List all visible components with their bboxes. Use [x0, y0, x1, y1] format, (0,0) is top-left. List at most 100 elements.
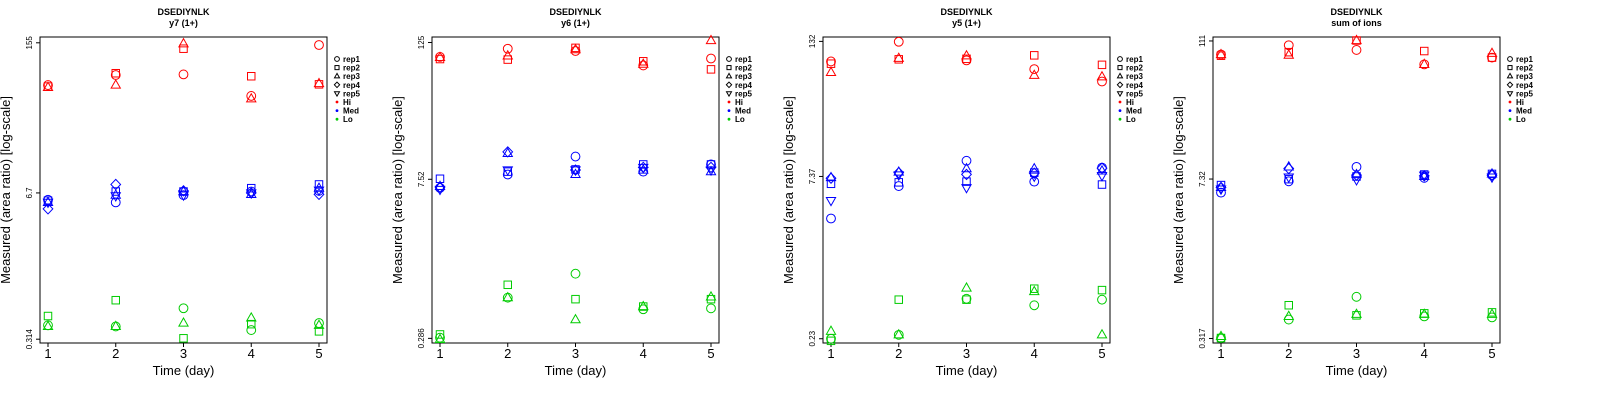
data-point-med-rep3 — [570, 168, 581, 179]
data-point-lo-rep2 — [43, 311, 53, 321]
data-point-hi-rep3 — [1215, 48, 1227, 59]
x-tick-label: 2 — [1285, 346, 1292, 361]
legend-marker-rep5 — [1506, 91, 1514, 98]
legend-label-lo: Lo — [1516, 115, 1526, 124]
data-point-hi-rep1 — [502, 43, 513, 54]
legend-dot-med — [727, 109, 731, 112]
legend-dot-med — [1508, 109, 1512, 112]
y-axis-label: Measured (area ratio) [log-scale] — [781, 96, 796, 284]
legend-dot-hi — [1118, 100, 1122, 104]
data-point-hi-rep2 — [247, 71, 256, 81]
data-point-med-rep4 — [1028, 167, 1040, 179]
legend-label-rep4: rep4 — [735, 81, 752, 90]
data-point-med-rep3 — [110, 189, 122, 199]
legend-label-rep1: rep1 — [735, 55, 752, 64]
plot-frame — [39, 36, 328, 344]
data-point-hi-rep3 — [1028, 69, 1040, 79]
x-axis-label: Time (day) — [1326, 363, 1388, 378]
legend-label-rep3: rep3 — [343, 72, 360, 81]
data-point-hi-rep2 — [111, 68, 120, 78]
data-point-lo-rep1 — [178, 303, 189, 314]
legend-marker-rep1 — [1117, 56, 1123, 62]
data-point-med-rep4 — [177, 185, 190, 197]
data-point-med-rep3 — [1351, 168, 1362, 179]
data-point-med-rep2 — [111, 187, 120, 196]
legend-marker-rep5 — [1116, 91, 1124, 98]
data-point-hi-rep1 — [43, 80, 53, 90]
data-point-hi-rep2 — [894, 55, 903, 64]
legend-marker-rep5 — [333, 91, 341, 98]
x-axis-label: Time (day) — [545, 363, 607, 378]
data-point-lo-rep3 — [893, 328, 905, 339]
data-point-med-rep3 — [434, 180, 446, 190]
data-point-hi-rep1 — [638, 60, 649, 71]
data-point-hi-rep2 — [639, 57, 648, 66]
legend-dot-lo — [1118, 117, 1122, 121]
x-tick-label: 2 — [895, 346, 902, 361]
data-point-med-rep4 — [825, 172, 837, 184]
data-point-med-rep1 — [1283, 176, 1294, 187]
data-point-med-rep1 — [246, 186, 257, 197]
legend-dot-med — [1118, 109, 1122, 112]
y-tick-label: 111 — [1198, 34, 1207, 47]
data-point-lo-rep3 — [961, 281, 972, 292]
data-point-hi-rep3 — [1418, 58, 1430, 68]
data-point-med-rep4 — [893, 166, 905, 179]
plot-frame — [431, 36, 720, 344]
legend-marker-rep2 — [1507, 65, 1513, 71]
data-point-hi-rep1 — [110, 70, 121, 80]
legend-label-rep3: rep3 — [735, 72, 752, 81]
data-point-lo-rep3 — [1096, 328, 1108, 339]
x-tick-label: 5 — [1488, 346, 1495, 361]
data-point-med-rep2 — [706, 160, 716, 169]
data-point-lo-rep3 — [42, 320, 54, 331]
panel-title: DSEDIYNLK — [157, 7, 210, 17]
legend-label-rep2: rep2 — [735, 64, 752, 73]
data-point-hi-rep3 — [1283, 49, 1295, 59]
legend-label-hi: Hi — [1516, 98, 1524, 107]
data-point-hi-rep1 — [1097, 76, 1107, 87]
x-tick-label: 4 — [248, 346, 255, 361]
panel-subtitle: sum of ions — [1331, 18, 1382, 28]
data-point-lo-rep3 — [245, 311, 257, 322]
x-tick-label: 2 — [504, 346, 511, 361]
legend-dot-lo — [335, 117, 339, 121]
data-point-lo-rep3 — [1215, 330, 1227, 341]
data-point-med-rep1 — [706, 159, 716, 170]
legend-label-lo: Lo — [343, 115, 353, 124]
legend-marker-rep2 — [726, 65, 732, 71]
legend-label-hi: Hi — [735, 98, 743, 107]
data-point-hi-rep1 — [178, 69, 189, 80]
data-point-lo-rep3 — [178, 317, 189, 327]
legend-label-hi: Hi — [343, 98, 351, 107]
legend-label-rep4: rep4 — [1516, 81, 1533, 90]
legend-label-rep5: rep5 — [735, 89, 752, 98]
data-point-hi-rep3 — [637, 58, 649, 68]
data-point-hi-rep3 — [313, 77, 325, 88]
y-axis-label: Measured (area ratio) [log-scale] — [1171, 96, 1186, 284]
data-point-lo-rep1 — [1029, 300, 1040, 311]
data-point-lo-rep3 — [637, 300, 649, 311]
data-point-med-rep3 — [893, 165, 905, 176]
x-tick-label: 5 — [1098, 346, 1105, 361]
y-tick-label: 0.314 — [25, 329, 34, 350]
legend-label-rep5: rep5 — [1126, 89, 1143, 98]
legend-label-rep1: rep1 — [1516, 55, 1533, 64]
legend-label-rep5: rep5 — [1516, 89, 1533, 98]
y-tick-label: 0.286 — [417, 328, 426, 349]
data-point-med-rep3 — [42, 196, 54, 206]
data-point-lo-rep1 — [246, 325, 257, 335]
data-point-lo-rep2 — [179, 334, 188, 343]
data-point-hi-rep2 — [1420, 46, 1429, 56]
legend-marker-rep3 — [333, 72, 341, 79]
data-point-med-rep1 — [1029, 176, 1040, 187]
data-point-hi-rep1 — [246, 91, 257, 101]
data-point-hi-rep2 — [179, 44, 188, 53]
legend-marker-rep1 — [334, 56, 340, 62]
data-point-hi-rep3 — [570, 43, 581, 54]
